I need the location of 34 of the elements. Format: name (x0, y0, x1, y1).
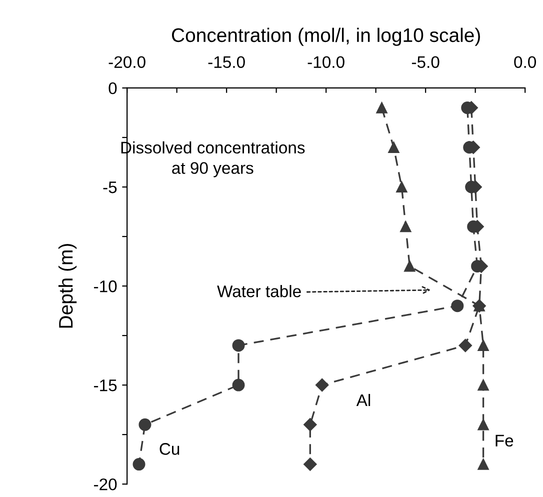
y-tick-label: -15 (94, 380, 117, 392)
point (396, 181, 408, 193)
point (232, 339, 245, 352)
point (478, 379, 489, 391)
point (304, 458, 317, 471)
point (388, 142, 400, 153)
point (478, 419, 489, 430)
y-tick-label: -10 (94, 280, 117, 292)
point (458, 338, 472, 352)
y-tick-label: 0 (108, 82, 117, 94)
point (451, 300, 464, 312)
point (478, 458, 489, 470)
x-tick-label: -5.0 (412, 56, 440, 68)
point (376, 102, 388, 114)
point (478, 340, 489, 351)
y-axis-title: Depth (m) (58, 244, 77, 328)
x-tick-label: -10.0 (308, 56, 344, 68)
series-label: Fe (496, 434, 514, 447)
series-label: Al (356, 394, 370, 406)
y-tick-label: -20 (94, 478, 117, 490)
point (316, 378, 329, 392)
point (304, 418, 317, 432)
point (138, 418, 152, 431)
annotation: Water table (217, 284, 301, 298)
point (132, 458, 146, 471)
series-label: Cu (160, 443, 180, 455)
x-tick-label: -15.0 (208, 56, 245, 68)
point (404, 260, 416, 272)
x-tick-label: -20.0 (108, 56, 146, 68)
y-tick-label: -5 (103, 182, 117, 194)
x-tick-label: 0.0 (514, 56, 536, 68)
point (232, 378, 245, 392)
x-axis-title: Concentration (mol/l, in log10 scale) (172, 28, 480, 46)
point (400, 221, 412, 232)
